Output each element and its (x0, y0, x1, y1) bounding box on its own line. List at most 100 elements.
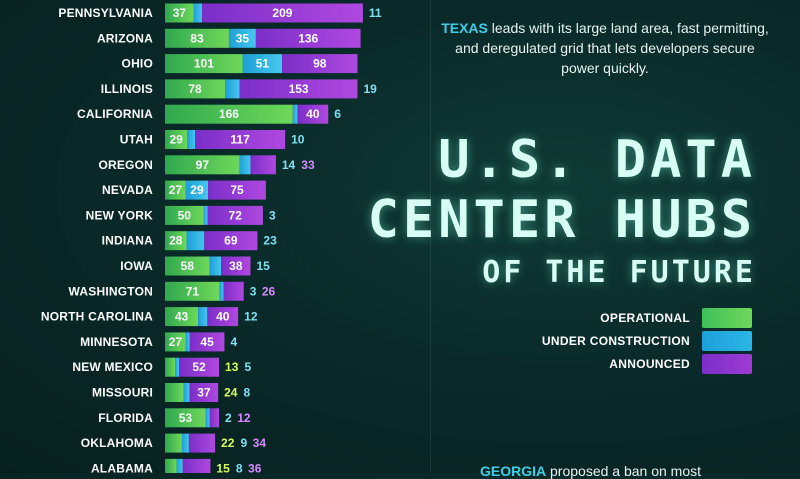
value-under-construction-illinois: 19 (364, 82, 378, 96)
value-announced-california: 40 (306, 107, 320, 121)
value-operational-washington: 71 (186, 284, 200, 298)
value-operational-nevada: 27 (169, 183, 183, 197)
bar-announced-oregon (250, 155, 276, 175)
legend-label-announced: ANNOUNCED (609, 356, 690, 371)
state-label-ohio: OHIO (122, 57, 153, 71)
bar-announced-washington (223, 281, 244, 301)
value-operational-florida: 53 (179, 411, 193, 425)
value-operational-iowa: 58 (181, 259, 195, 273)
value-operational-missouri: 24 (224, 386, 238, 400)
value-announced-iowa: 38 (229, 259, 243, 273)
bar-announced-iowa (221, 256, 251, 276)
bar-under-construction-north-carolina (198, 307, 208, 327)
footer-highlight: GEORGIA (480, 463, 547, 479)
bar-under-construction-pennsylvania (193, 3, 202, 23)
bar-announced-florida (209, 408, 220, 428)
bar-under-construction-alabama (176, 458, 183, 473)
state-label-arizona: ARIZONA (97, 31, 153, 45)
value-announced-oregon: 33 (301, 158, 315, 172)
state-label-oregon: OREGON (98, 158, 153, 172)
value-announced-ohio: 98 (313, 57, 327, 71)
value-announced-oklahoma: 34 (253, 436, 267, 450)
bar-under-construction-new-york (203, 205, 208, 225)
bar-under-construction-utah (187, 130, 196, 149)
bar-under-construction-nevada (185, 180, 209, 200)
title-line-1: U.S. DATA (438, 130, 756, 190)
bar-under-construction-oklahoma (181, 433, 189, 453)
state-label-oklahoma: OKLAHOMA (81, 436, 153, 450)
value-announced-illinois: 153 (289, 82, 309, 96)
value-operational-oregon: 97 (196, 158, 210, 172)
value-operational-arizona: 83 (190, 31, 204, 45)
bar-announced-north-carolina (207, 307, 239, 327)
bar-operational-new-york (165, 205, 204, 225)
bar-operational-oregon (165, 155, 240, 175)
value-operational-north-carolina: 43 (175, 310, 189, 324)
value-announced-indiana: 69 (224, 234, 238, 248)
value-announced-nevada: 75 (230, 183, 244, 197)
bar-announced-arizona (255, 28, 361, 48)
bar-announced-oklahoma (188, 433, 216, 453)
value-under-construction-utah: 10 (291, 133, 305, 147)
state-label-north-carolina: NORTH CAROLINA (41, 310, 153, 324)
value-under-construction-minnesota: 4 (230, 335, 237, 349)
panel-divider (430, 0, 431, 473)
bar-operational-arizona (165, 28, 229, 48)
value-under-construction-new-mexico: 5 (244, 360, 251, 374)
bar-operational-alabama (165, 458, 177, 473)
value-under-construction-alabama: 8 (236, 461, 243, 473)
value-under-construction-nevada: 29 (190, 183, 204, 197)
bar-operational-florida (165, 408, 206, 428)
state-label-utah: UTAH (120, 133, 153, 147)
value-announced-new-york: 72 (229, 208, 243, 222)
value-announced-florida: 12 (237, 411, 251, 425)
bar-operational-oklahoma (165, 433, 182, 453)
state-label-minnesota: MINNESOTA (80, 335, 153, 349)
bar-announced-utah (195, 130, 286, 149)
state-label-iowa: IOWA (120, 259, 153, 273)
state-label-new-york: NEW YORK (86, 208, 154, 222)
bar-announced-pennsylvania (201, 3, 363, 23)
bar-operational-ohio (165, 54, 243, 74)
bar-operational-missouri (165, 383, 184, 402)
title-line-3: OF THE FUTURE (482, 255, 756, 290)
bar-announced-missouri (189, 383, 219, 402)
state-label-indiana: INDIANA (102, 234, 154, 248)
bar-operational-iowa (165, 256, 210, 276)
value-under-construction-missouri: 8 (244, 386, 251, 400)
bar-under-construction-missouri (183, 383, 190, 402)
bar-operational-north-carolina (165, 307, 199, 327)
bar-under-construction-indiana (186, 231, 205, 251)
bar-operational-new-mexico (165, 357, 176, 377)
chart-legend: OPERATIONAL UNDER CONSTRUCTION ANNOUNCED (542, 306, 752, 375)
bar-operational-indiana (165, 231, 187, 251)
value-operational-alabama: 15 (216, 461, 230, 473)
bar-operational-washington (165, 281, 220, 301)
bar-announced-california (297, 104, 329, 124)
state-label-alabama: ALABAMA (91, 461, 153, 473)
legend-item-announced: ANNOUNCED (542, 352, 752, 375)
footer-note: GEORGIA proposed a ban on most (480, 463, 701, 479)
value-under-construction-washington: 3 (250, 284, 257, 298)
legend-swatch-under-construction (702, 330, 752, 351)
bar-operational-utah (165, 130, 188, 149)
bar-operational-nevada (165, 180, 186, 200)
footer-text: proposed a ban on most (550, 463, 702, 479)
legend-item-operational: OPERATIONAL (542, 306, 752, 329)
intro-text: leads with its large land area, fast per… (455, 20, 769, 76)
bar-under-construction-ohio (242, 54, 283, 74)
legend-swatch-operational (702, 307, 752, 328)
bar-announced-nevada (208, 180, 266, 200)
value-operational-california: 166 (219, 107, 239, 121)
intro-highlight: TEXAS (441, 20, 488, 36)
bar-operational-minnesota (165, 332, 186, 352)
title-line-2: CENTER HUBS (367, 190, 756, 250)
value-announced-alabama: 36 (248, 461, 262, 473)
value-operational-pennsylvania: 37 (173, 6, 187, 20)
value-operational-ohio: 101 (194, 57, 214, 71)
value-operational-new-mexico: 13 (225, 360, 239, 374)
bar-under-construction-iowa (209, 256, 222, 276)
bar-under-construction-new-mexico (175, 357, 180, 377)
value-under-construction-ohio: 51 (256, 57, 270, 71)
